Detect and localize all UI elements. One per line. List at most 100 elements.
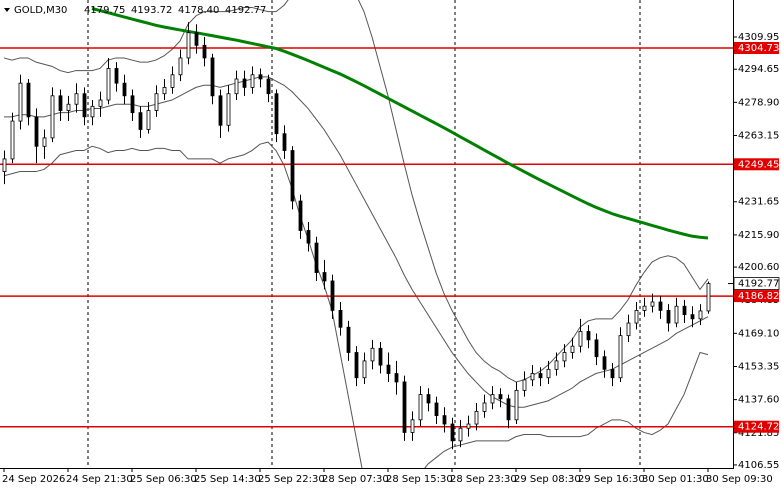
level-label: 4249.45 xyxy=(738,159,779,170)
candle-body xyxy=(530,373,535,381)
candle-body xyxy=(274,93,279,135)
x-tick-label: 25 Sep 14:30 xyxy=(194,474,261,485)
candle-body xyxy=(306,230,311,244)
candle-body xyxy=(194,32,199,46)
candle-body xyxy=(26,82,31,118)
level-label-box xyxy=(734,420,779,433)
level-label-box xyxy=(734,41,779,54)
x-tick-label: 25 Sep 22:30 xyxy=(258,474,325,485)
candle-body xyxy=(330,280,335,311)
x-tick-label: 28 Sep 23:30 xyxy=(450,474,517,485)
x-tick-label: 28 Sep 07:30 xyxy=(322,474,389,485)
candle-body xyxy=(58,95,63,111)
y-tick-label: 4309.95 xyxy=(738,32,779,43)
x-tick-label: 30 Sep 01:30 xyxy=(642,474,709,485)
candle-body xyxy=(122,82,127,97)
candle-body xyxy=(650,301,655,307)
candle-body xyxy=(642,305,647,311)
close: 4192.77 xyxy=(225,5,266,16)
candle-body xyxy=(322,272,327,282)
candle-body xyxy=(474,411,479,425)
candle-body xyxy=(298,200,303,231)
plot xyxy=(0,0,733,468)
candle-body xyxy=(578,331,583,347)
candle-body xyxy=(386,364,391,374)
candle-body xyxy=(162,86,167,95)
candle-body xyxy=(426,394,431,404)
x-tick-label: 30 Sep 09:30 xyxy=(706,474,773,485)
candle-body xyxy=(562,352,567,362)
x-tick-label: 29 Sep 16:30 xyxy=(578,474,645,485)
candle-body xyxy=(378,347,383,366)
y-tick-label: 4294.65 xyxy=(738,64,779,75)
level-label: 4124.72 xyxy=(738,422,779,433)
menu-arrow xyxy=(4,8,10,12)
candle-body xyxy=(258,74,263,80)
band-middle xyxy=(4,76,709,408)
candle-body xyxy=(658,301,663,311)
candle-body xyxy=(266,78,271,95)
candle-body xyxy=(290,150,295,202)
candle-body xyxy=(130,95,135,114)
candle-body xyxy=(450,423,455,442)
candle-body xyxy=(506,398,511,421)
candle-body xyxy=(18,82,23,122)
candle-body xyxy=(346,326,351,353)
candle-body xyxy=(90,105,95,118)
candle-body xyxy=(546,368,551,379)
candle-body xyxy=(690,314,695,320)
candle-body xyxy=(210,57,215,97)
open: 4179.75 xyxy=(84,5,125,16)
candle-body xyxy=(402,381,407,433)
candle-body xyxy=(498,394,503,400)
candle-body xyxy=(138,112,143,130)
y-tick-label: 4169.10 xyxy=(738,328,779,339)
candle-body xyxy=(338,310,343,328)
candle-body xyxy=(666,310,671,324)
level-label: 4186.82 xyxy=(738,291,779,302)
candle-body xyxy=(674,305,679,324)
x-tick-label: 25 Sep 06:30 xyxy=(130,474,197,485)
x-tick-label: 24 Sep 2026 xyxy=(2,474,65,485)
level-label: 4304.73 xyxy=(738,43,779,54)
candle-body xyxy=(626,322,631,337)
candle-body xyxy=(570,345,575,353)
band-lower xyxy=(3,141,709,468)
candle-body xyxy=(114,68,119,84)
candle-body xyxy=(594,339,599,358)
candle-body xyxy=(74,93,79,105)
y-tick-label: 4215.90 xyxy=(738,230,779,241)
level-label-box xyxy=(734,290,779,303)
candle-body xyxy=(250,74,255,88)
y-tick-label: 4153.35 xyxy=(738,361,779,372)
candle-body xyxy=(490,394,495,404)
candle-body xyxy=(106,68,111,101)
candle-body xyxy=(10,120,15,160)
y-tick-label: 4263.15 xyxy=(738,130,779,141)
candle-body xyxy=(234,78,239,95)
candle-body xyxy=(410,419,415,433)
y-tick-label: 4200.60 xyxy=(738,262,779,273)
candle-body xyxy=(466,423,471,429)
candle-body xyxy=(538,373,543,379)
band-upper xyxy=(3,0,709,383)
candle-body xyxy=(442,415,447,425)
level-label-box xyxy=(734,158,779,171)
candle-body xyxy=(2,158,7,172)
price-label: 4192.77 xyxy=(738,279,779,290)
candle-body xyxy=(146,110,151,130)
candle-body xyxy=(394,373,399,383)
header: GOLD,M30 4179.75 4193.72 4178.40 4192.77 xyxy=(4,5,266,16)
candle-body xyxy=(370,347,375,362)
y-tick-label: 4106.55 xyxy=(738,460,779,471)
low: 4178.40 xyxy=(178,5,219,16)
candle-body xyxy=(42,137,47,147)
x-tick-label: 29 Sep 08:30 xyxy=(514,474,581,485)
y-tick-label: 4278.90 xyxy=(738,97,779,108)
candle-body xyxy=(82,93,87,118)
candle-body xyxy=(482,402,487,412)
candle-body xyxy=(354,352,359,379)
candle-body xyxy=(682,305,687,316)
